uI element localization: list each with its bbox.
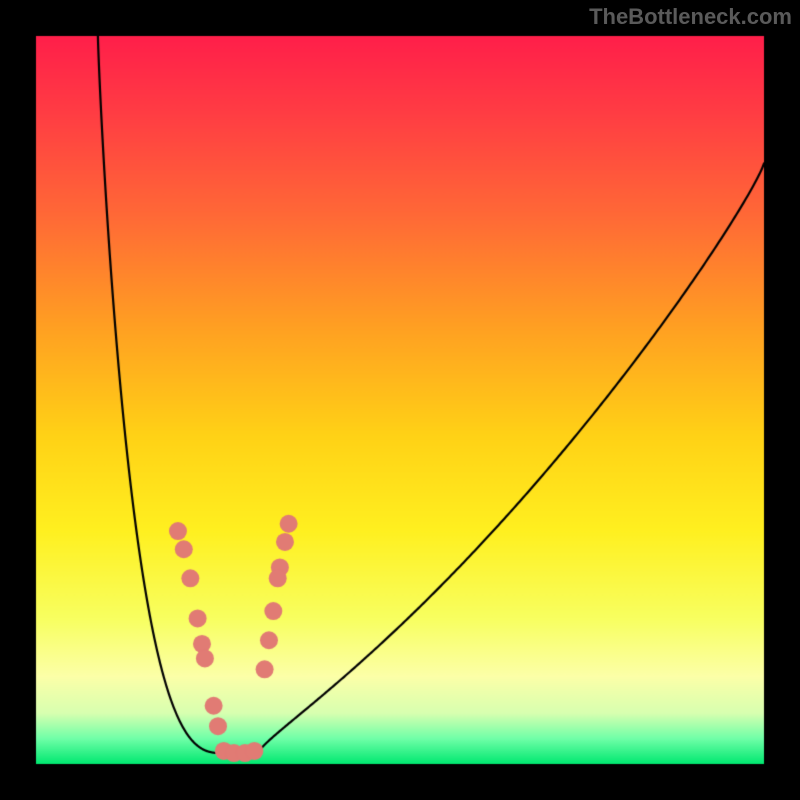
chart-container: TheBottleneck.com xyxy=(0,0,800,800)
watermark-text: TheBottleneck.com xyxy=(589,4,792,30)
bottleneck-chart-canvas xyxy=(0,0,800,800)
